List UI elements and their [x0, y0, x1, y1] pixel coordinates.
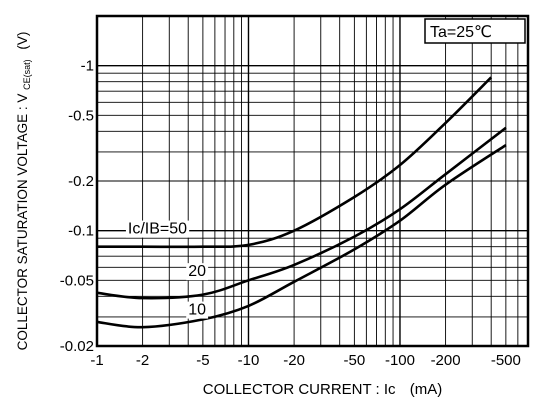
y-tick-labels: -0.02 -0.05 -0.1 -0.2 -0.5 -1	[60, 58, 94, 355]
y-tick-label: -1	[81, 58, 94, 75]
x-tick-label: -2	[136, 352, 149, 369]
x-tick-label: -1	[90, 352, 103, 369]
series-line-20	[96, 126, 507, 300]
x-tick-label: -20	[283, 352, 305, 369]
x-tick-label: -200	[431, 352, 461, 369]
series-line-50	[97, 76, 493, 249]
y-axis-title: COLLECTOR SATURATION VOLTAGE : V CE(sat)…	[15, 32, 33, 351]
y-axis-unit: (V)	[15, 32, 30, 50]
y-tick-label: -0.02	[60, 338, 94, 355]
series-label-10: 10	[186, 301, 209, 319]
series-labels: Ic/IB=50 20 10	[125, 220, 209, 319]
y-tick-label: -0.05	[60, 272, 94, 289]
series-label-text: 10	[188, 302, 206, 319]
x-tick-label: -50	[344, 352, 366, 369]
condition-box-border	[424, 18, 526, 44]
y-tick-label: -0.2	[68, 173, 94, 190]
plot-frame	[95, 14, 530, 348]
y-axis-title-text: COLLECTOR SATURATION VOLTAGE : V	[15, 94, 30, 351]
condition-box: Ta=25℃	[424, 18, 526, 44]
series-line-10	[96, 144, 507, 329]
x-tick-label: -5	[196, 352, 209, 369]
y-tick-label: -0.5	[68, 107, 94, 124]
x-axis-unit: (mA)	[410, 381, 443, 398]
series-label-20: 20	[186, 263, 209, 281]
x-tick-label: -10	[238, 352, 260, 369]
series-label-bg	[125, 220, 190, 238]
condition-label: Ta=25℃	[430, 24, 492, 41]
grid	[97, 16, 528, 346]
x-axis-title: COLLECTOR CURRENT : Ic (mA)	[203, 381, 442, 398]
x-axis-title-text: COLLECTOR CURRENT : Ic	[203, 381, 396, 398]
x-tick-label: -100	[385, 352, 415, 369]
series-label-bg	[186, 263, 209, 281]
x-tick-labels: -1 -2 -5 -10 -20 -50 -100 -200 -500	[90, 352, 521, 369]
y-axis-title-subscript: CE(sat)	[22, 59, 32, 90]
y-tick-label: -0.1	[68, 223, 94, 240]
series-label-text: Ic/IB=50	[128, 221, 187, 238]
x-tick-label: -500	[491, 352, 521, 369]
curves	[96, 76, 507, 329]
series-label-text: 20	[188, 263, 206, 280]
series-label-50: Ic/IB=50	[125, 220, 190, 238]
series-label-bg	[186, 301, 209, 319]
